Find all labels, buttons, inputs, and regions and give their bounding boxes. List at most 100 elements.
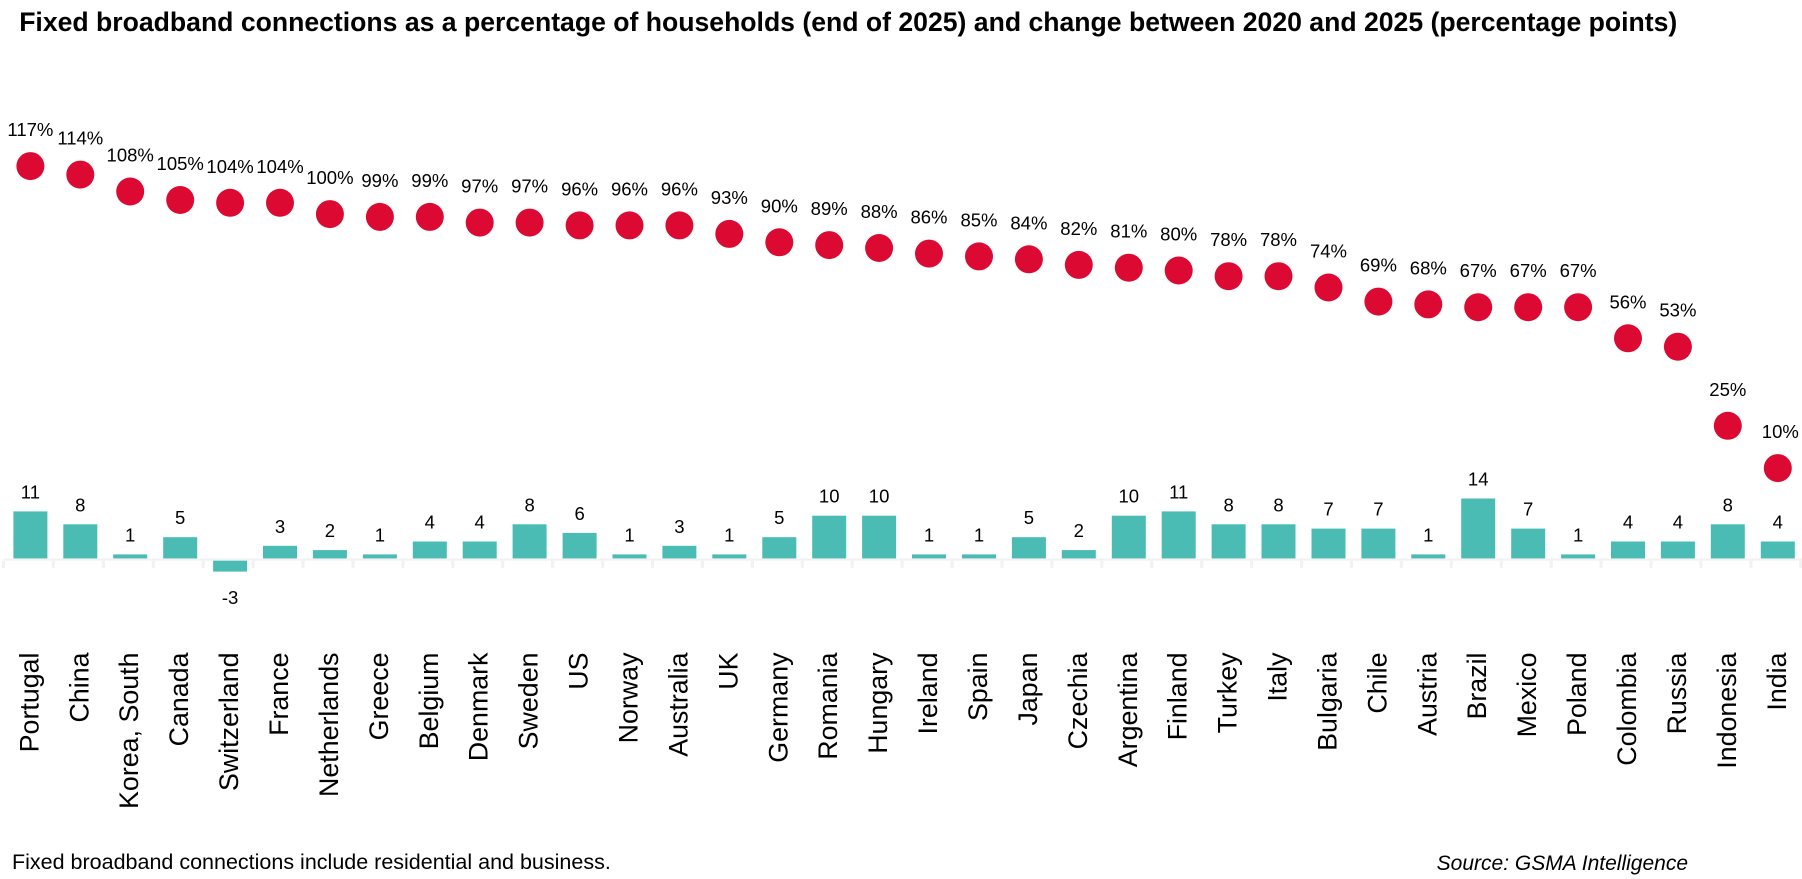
svg-text:67%: 67% bbox=[1510, 260, 1547, 281]
svg-text:France: France bbox=[264, 653, 294, 736]
svg-text:74%: 74% bbox=[1310, 241, 1347, 262]
svg-text:2: 2 bbox=[325, 520, 335, 541]
svg-text:67%: 67% bbox=[1560, 260, 1597, 281]
svg-text:6: 6 bbox=[574, 503, 584, 524]
svg-text:Australia: Australia bbox=[663, 652, 693, 756]
svg-text:67%: 67% bbox=[1460, 260, 1497, 281]
svg-text:105%: 105% bbox=[157, 153, 204, 174]
svg-text:Russia: Russia bbox=[1662, 652, 1692, 734]
svg-text:84%: 84% bbox=[1010, 212, 1047, 233]
svg-text:68%: 68% bbox=[1410, 257, 1447, 278]
svg-text:53%: 53% bbox=[1659, 300, 1696, 321]
svg-text:UK: UK bbox=[713, 652, 743, 689]
svg-text:Germany: Germany bbox=[763, 652, 793, 763]
svg-text:Switzerland: Switzerland bbox=[214, 653, 244, 792]
svg-text:82%: 82% bbox=[1060, 218, 1097, 239]
svg-text:Fixed broadband connections as: Fixed broadband connections as a percent… bbox=[19, 7, 1677, 37]
svg-text:85%: 85% bbox=[960, 209, 997, 230]
svg-text:1: 1 bbox=[375, 524, 385, 545]
svg-text:108%: 108% bbox=[107, 145, 154, 166]
svg-text:Hungary: Hungary bbox=[863, 652, 893, 754]
svg-text:Turkey: Turkey bbox=[1213, 652, 1243, 734]
svg-text:4: 4 bbox=[475, 512, 485, 533]
svg-text:8: 8 bbox=[524, 494, 534, 515]
svg-text:Poland: Poland bbox=[1562, 653, 1592, 736]
svg-text:1: 1 bbox=[125, 524, 135, 545]
svg-text:Fixed broadband connections in: Fixed broadband connections include resi… bbox=[12, 850, 611, 874]
svg-text:Korea, South: Korea, South bbox=[114, 653, 144, 809]
svg-text:Finland: Finland bbox=[1163, 653, 1193, 741]
svg-text:99%: 99% bbox=[411, 170, 448, 191]
svg-text:97%: 97% bbox=[511, 176, 548, 197]
svg-text:Mexico: Mexico bbox=[1512, 653, 1542, 738]
svg-text:5: 5 bbox=[774, 507, 784, 528]
svg-text:Netherlands: Netherlands bbox=[314, 653, 344, 798]
svg-text:78%: 78% bbox=[1260, 229, 1297, 250]
svg-text:Denmark: Denmark bbox=[464, 652, 494, 761]
svg-text:5: 5 bbox=[175, 507, 185, 528]
svg-text:5: 5 bbox=[1024, 507, 1034, 528]
svg-text:Austria: Austria bbox=[1412, 652, 1442, 735]
svg-text:1: 1 bbox=[624, 524, 634, 545]
svg-text:Norway: Norway bbox=[614, 652, 644, 743]
svg-text:8: 8 bbox=[1723, 494, 1733, 515]
svg-text:Greece: Greece bbox=[364, 653, 394, 741]
svg-text:89%: 89% bbox=[811, 198, 848, 219]
svg-text:78%: 78% bbox=[1210, 229, 1247, 250]
svg-text:93%: 93% bbox=[711, 187, 748, 208]
svg-text:Source: GSMA Intelligence: Source: GSMA Intelligence bbox=[1437, 852, 1688, 875]
svg-text:69%: 69% bbox=[1360, 255, 1397, 276]
svg-text:US: US bbox=[564, 653, 594, 690]
svg-text:88%: 88% bbox=[861, 201, 898, 222]
svg-text:Sweden: Sweden bbox=[514, 653, 544, 750]
svg-text:114%: 114% bbox=[57, 128, 103, 149]
svg-text:7: 7 bbox=[1523, 499, 1533, 520]
svg-text:India: India bbox=[1762, 652, 1792, 710]
svg-text:117%: 117% bbox=[7, 119, 53, 140]
svg-text:10: 10 bbox=[819, 486, 840, 507]
svg-text:96%: 96% bbox=[561, 178, 598, 199]
svg-text:3: 3 bbox=[275, 516, 285, 537]
svg-text:8: 8 bbox=[75, 494, 85, 515]
svg-text:Italy: Italy bbox=[1263, 652, 1293, 702]
svg-text:10: 10 bbox=[1119, 486, 1140, 507]
svg-text:Canada: Canada bbox=[164, 652, 194, 746]
svg-text:104%: 104% bbox=[256, 156, 303, 177]
svg-text:4: 4 bbox=[1623, 512, 1633, 533]
svg-text:14: 14 bbox=[1468, 469, 1489, 490]
svg-text:8: 8 bbox=[1223, 494, 1233, 515]
svg-text:25%: 25% bbox=[1709, 379, 1746, 400]
svg-text:90%: 90% bbox=[761, 195, 798, 216]
svg-text:Belgium: Belgium bbox=[414, 653, 444, 750]
svg-text:4: 4 bbox=[425, 512, 435, 533]
svg-text:Chile: Chile bbox=[1362, 653, 1392, 714]
svg-text:80%: 80% bbox=[1160, 224, 1197, 245]
svg-text:2: 2 bbox=[1074, 520, 1084, 541]
svg-text:Portugal: Portugal bbox=[14, 653, 44, 753]
svg-text:7: 7 bbox=[1373, 499, 1383, 520]
svg-text:Brazil: Brazil bbox=[1462, 653, 1492, 720]
svg-text:96%: 96% bbox=[661, 178, 698, 199]
svg-text:1: 1 bbox=[974, 524, 984, 545]
svg-text:Indonesia: Indonesia bbox=[1712, 652, 1742, 768]
svg-text:Bulgaria: Bulgaria bbox=[1313, 652, 1343, 750]
svg-text:3: 3 bbox=[674, 516, 684, 537]
svg-text:104%: 104% bbox=[206, 156, 253, 177]
svg-text:100%: 100% bbox=[306, 167, 353, 188]
svg-text:Czechia: Czechia bbox=[1063, 652, 1093, 749]
svg-text:8: 8 bbox=[1273, 494, 1283, 515]
svg-text:Japan: Japan bbox=[1013, 653, 1043, 726]
svg-text:1: 1 bbox=[1573, 524, 1583, 545]
svg-text:4: 4 bbox=[1773, 512, 1783, 533]
svg-text:11: 11 bbox=[1169, 481, 1188, 502]
svg-text:China: China bbox=[64, 652, 94, 722]
svg-text:4: 4 bbox=[1673, 512, 1683, 533]
svg-text:1: 1 bbox=[724, 524, 734, 545]
svg-text:1: 1 bbox=[924, 524, 934, 545]
svg-text:10: 10 bbox=[869, 486, 890, 507]
svg-text:-3: -3 bbox=[222, 587, 238, 608]
svg-text:1: 1 bbox=[1423, 524, 1433, 545]
svg-text:99%: 99% bbox=[361, 170, 398, 191]
svg-text:7: 7 bbox=[1323, 499, 1333, 520]
svg-text:Ireland: Ireland bbox=[913, 653, 943, 735]
